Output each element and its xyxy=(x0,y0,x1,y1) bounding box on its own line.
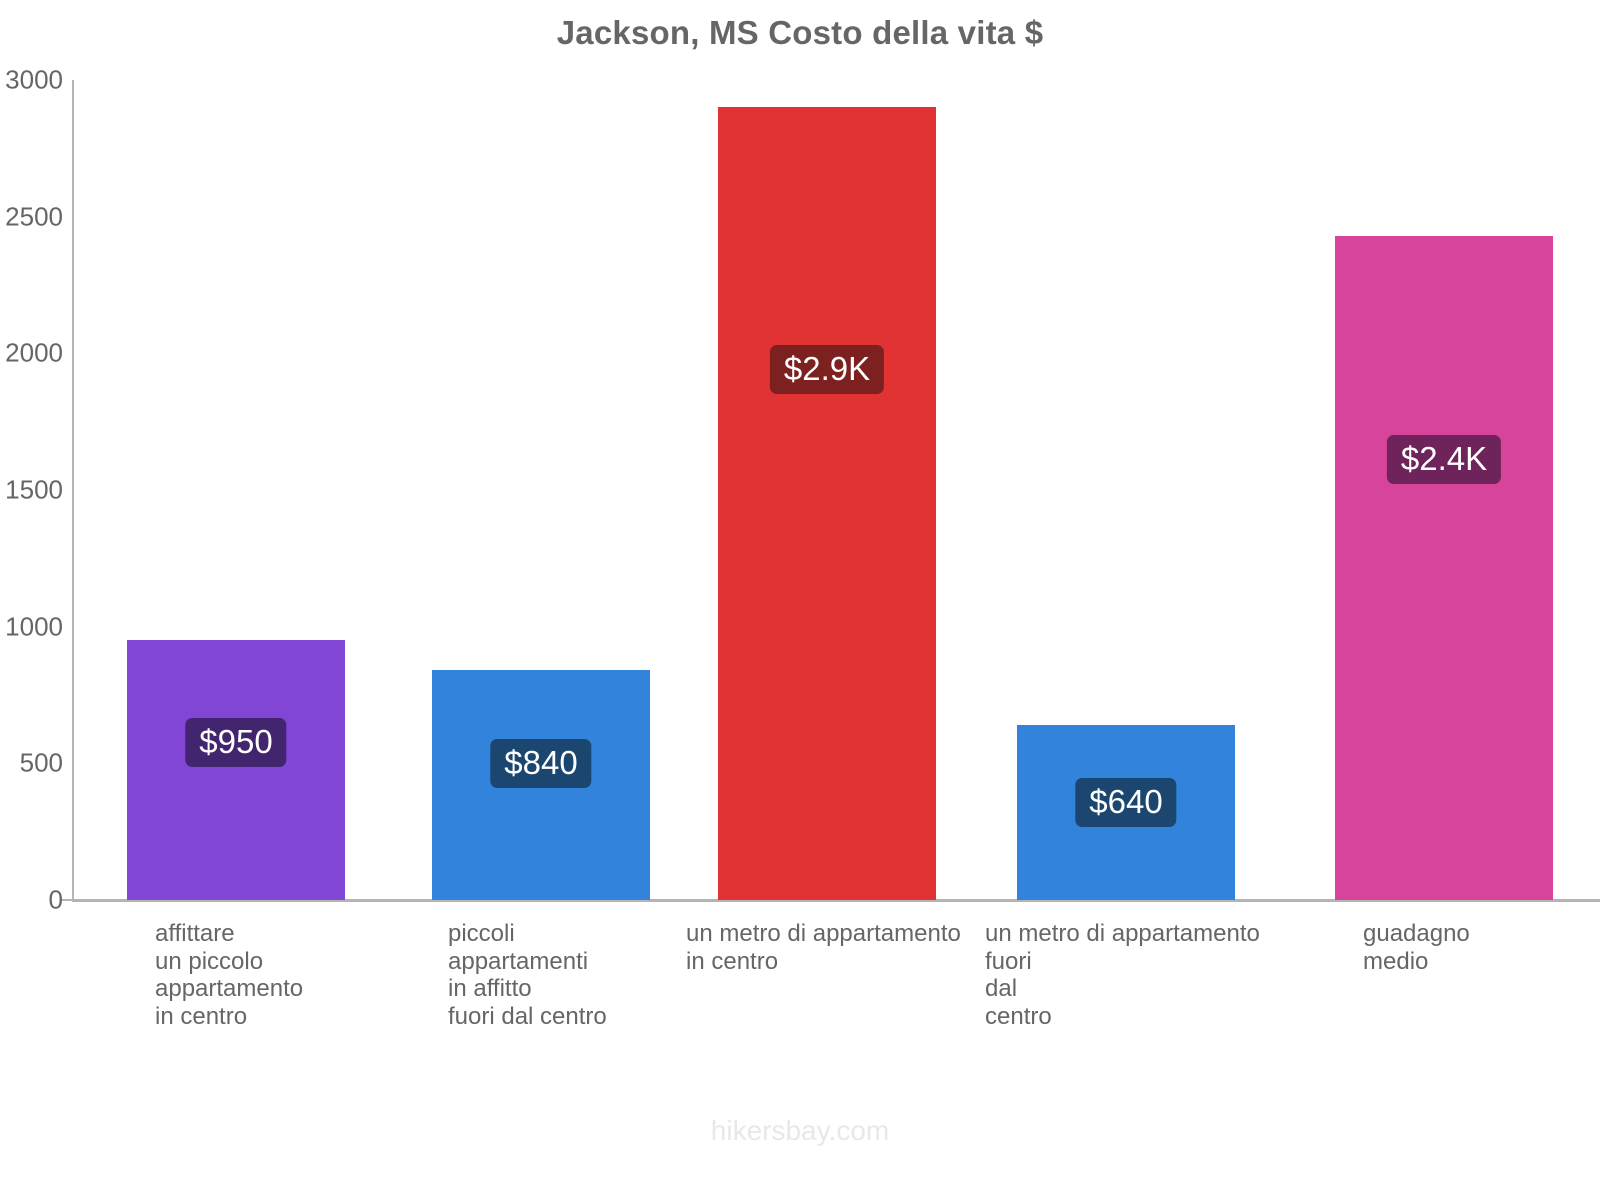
x-axis-line xyxy=(72,899,1600,902)
x-axis-category-label: un metro di appartamento in centro xyxy=(686,920,961,975)
y-axis-tick-label: 0 xyxy=(48,884,63,915)
x-axis-category-label: affittare un piccolo appartamento in cen… xyxy=(155,920,304,1030)
bar[interactable]: $950 xyxy=(127,640,345,900)
bar[interactable]: $2.4K xyxy=(1335,235,1553,900)
bar[interactable]: $2.9K xyxy=(718,107,936,900)
y-axis-line xyxy=(72,80,74,900)
bar[interactable]: $640 xyxy=(1017,725,1235,900)
x-axis-category-label: un metro di appartamento fuori dal centr… xyxy=(985,920,1260,1030)
y-axis-tick-mark xyxy=(62,899,74,901)
bar-value-label: $950 xyxy=(185,718,287,768)
y-axis-tick-label: 2500 xyxy=(5,201,63,232)
bar-value-label: $2.4K xyxy=(1386,435,1502,485)
y-axis-tick-label: 1500 xyxy=(5,474,63,505)
watermark-hikersbay: hikersbay.com xyxy=(710,1115,890,1146)
bar[interactable]: $840 xyxy=(432,670,650,900)
bar-value-label: $840 xyxy=(490,739,592,789)
y-axis-tick-label: 3000 xyxy=(5,64,63,95)
x-axis-category-label: piccoli appartamenti in affitto fuori da… xyxy=(448,920,607,1030)
chart-title: Jackson, MS Costo della vita $ xyxy=(556,14,1044,51)
bar-value-label: $640 xyxy=(1075,777,1177,827)
y-axis-tick-label: 2000 xyxy=(5,337,63,368)
y-axis-tick-label: 1000 xyxy=(5,611,63,642)
y-axis-tick-label: 500 xyxy=(19,747,63,778)
bar-value-label: $2.9K xyxy=(769,345,885,395)
x-axis-category-label: guadagno medio xyxy=(1363,920,1470,975)
